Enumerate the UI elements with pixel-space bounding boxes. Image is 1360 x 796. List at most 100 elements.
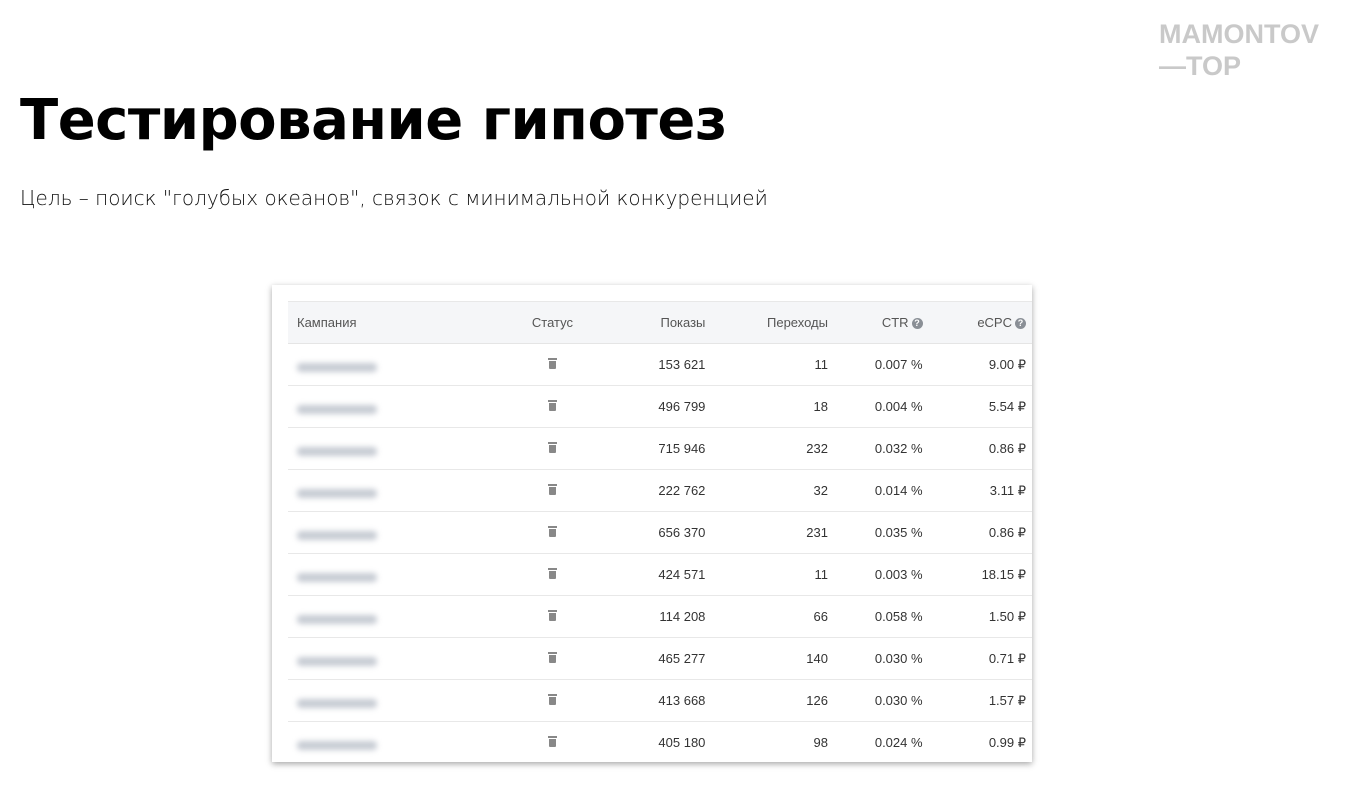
ctr-cell: 0.030 %: [827, 637, 923, 680]
campaign-name-blurred[interactable]: [288, 469, 495, 512]
status-cell: [494, 469, 611, 512]
page-subtitle: Цель – поиск "голубых океанов", связок с…: [20, 186, 768, 210]
trash-icon[interactable]: [547, 652, 557, 663]
header-ecpc-label: eCPC: [977, 315, 1012, 330]
status-cell: [494, 511, 611, 554]
ctr-cell: 0.035 %: [827, 511, 923, 554]
ecpc-cell: 0.71 ₽: [922, 637, 1032, 680]
trash-icon[interactable]: [547, 400, 557, 411]
ecpc-cell: 0.86 ₽: [922, 511, 1032, 554]
clicks-cell: 11: [705, 553, 828, 596]
logo: MAMONTOV —TOP: [1159, 18, 1319, 82]
trash-icon[interactable]: [547, 694, 557, 705]
campaign-name-blurred[interactable]: [288, 343, 495, 386]
blurred-text: [297, 362, 377, 372]
impressions-cell: 153 621: [610, 343, 706, 386]
trash-icon[interactable]: [547, 358, 557, 369]
table-row: 656 370 231 0.035 % 0.86 ₽: [288, 511, 1032, 554]
clicks-cell: 32: [705, 469, 828, 512]
ctr-cell: 0.030 %: [827, 679, 923, 722]
impressions-cell: 715 946: [610, 427, 706, 470]
clicks-cell: 66: [705, 595, 828, 638]
impressions-cell: 405 180: [610, 721, 706, 762]
ecpc-cell: 3.11 ₽: [922, 469, 1032, 512]
status-cell: [494, 343, 611, 386]
status-cell: [494, 595, 611, 638]
header-status[interactable]: Статус: [494, 301, 611, 344]
logo-line-2: —TOP: [1159, 51, 1242, 81]
clicks-cell: 231: [705, 511, 828, 554]
clicks-cell: 18: [705, 385, 828, 428]
trash-icon[interactable]: [547, 736, 557, 747]
ecpc-cell: 0.99 ₽: [922, 721, 1032, 762]
table-row: 715 946 232 0.032 % 0.86 ₽: [288, 427, 1032, 470]
table-header-row: Кампания Статус Показы Переходы CTR? eCP…: [288, 301, 1032, 344]
ctr-cell: 0.007 %: [827, 343, 923, 386]
trash-icon[interactable]: [547, 526, 557, 537]
header-ctr[interactable]: CTR?: [827, 301, 923, 344]
status-cell: [494, 385, 611, 428]
ctr-cell: 0.058 %: [827, 595, 923, 638]
ctr-cell: 0.032 %: [827, 427, 923, 470]
blurred-text: [297, 404, 377, 414]
ecpc-cell: 1.50 ₽: [922, 595, 1032, 638]
impressions-cell: 114 208: [610, 595, 706, 638]
trash-icon[interactable]: [547, 442, 557, 453]
table-row: 424 571 11 0.003 % 18.15 ₽: [288, 553, 1032, 596]
campaign-name-blurred[interactable]: [288, 385, 495, 428]
ctr-cell: 0.014 %: [827, 469, 923, 512]
ecpc-cell: 9.00 ₽: [922, 343, 1032, 386]
header-clicks[interactable]: Переходы: [705, 301, 828, 344]
table-row: 153 621 11 0.007 % 9.00 ₽: [288, 343, 1032, 386]
blurred-text: [297, 656, 377, 666]
blurred-text: [297, 446, 377, 456]
help-icon[interactable]: ?: [1015, 318, 1026, 329]
impressions-cell: 222 762: [610, 469, 706, 512]
campaign-table-screenshot: Кампания Статус Показы Переходы CTR? eCP…: [272, 285, 1032, 762]
blurred-text: [297, 698, 377, 708]
blurred-text: [297, 488, 377, 498]
header-ecpc[interactable]: eCPC?: [922, 301, 1032, 344]
campaign-name-blurred[interactable]: [288, 511, 495, 554]
logo-line-1: MAMONTOV: [1159, 19, 1319, 49]
ecpc-cell: 0.86 ₽: [922, 427, 1032, 470]
table-row: 465 277 140 0.030 % 0.71 ₽: [288, 637, 1032, 680]
help-icon[interactable]: ?: [911, 318, 923, 329]
campaign-name-blurred[interactable]: [288, 427, 495, 470]
table-row: 222 762 32 0.014 % 3.11 ₽: [288, 469, 1032, 512]
blurred-text: [297, 614, 377, 624]
ecpc-cell: 18.15 ₽: [922, 553, 1032, 596]
ctr-cell: 0.024 %: [827, 721, 923, 762]
campaign-name-blurred[interactable]: [288, 553, 495, 596]
ecpc-cell: 1.57 ₽: [922, 679, 1032, 722]
impressions-cell: 656 370: [610, 511, 706, 554]
table-row: 413 668 126 0.030 % 1.57 ₽: [288, 679, 1032, 722]
blurred-text: [297, 530, 377, 540]
status-cell: [494, 553, 611, 596]
ecpc-cell: 5.54 ₽: [922, 385, 1032, 428]
ctr-cell: 0.004 %: [827, 385, 923, 428]
header-campaign[interactable]: Кампания: [288, 301, 495, 344]
trash-icon[interactable]: [547, 484, 557, 495]
campaign-name-blurred[interactable]: [288, 637, 495, 680]
header-impressions[interactable]: Показы: [610, 301, 706, 344]
status-cell: [494, 637, 611, 680]
trash-icon[interactable]: [547, 610, 557, 621]
campaign-name-blurred[interactable]: [288, 721, 495, 762]
blurred-text: [297, 572, 377, 582]
table-row: 405 180 98 0.024 % 0.99 ₽: [288, 721, 1032, 762]
campaign-table: Кампания Статус Показы Переходы CTR? eCP…: [288, 301, 1032, 762]
impressions-cell: 496 799: [610, 385, 706, 428]
clicks-cell: 98: [705, 721, 828, 762]
campaign-name-blurred[interactable]: [288, 595, 495, 638]
impressions-cell: 413 668: [610, 679, 706, 722]
impressions-cell: 465 277: [610, 637, 706, 680]
status-cell: [494, 679, 611, 722]
campaign-name-blurred[interactable]: [288, 679, 495, 722]
clicks-cell: 126: [705, 679, 828, 722]
table-row: 114 208 66 0.058 % 1.50 ₽: [288, 595, 1032, 638]
clicks-cell: 140: [705, 637, 828, 680]
page-title: Тестирование гипотез: [20, 88, 727, 153]
trash-icon[interactable]: [547, 568, 557, 579]
clicks-cell: 232: [705, 427, 828, 470]
